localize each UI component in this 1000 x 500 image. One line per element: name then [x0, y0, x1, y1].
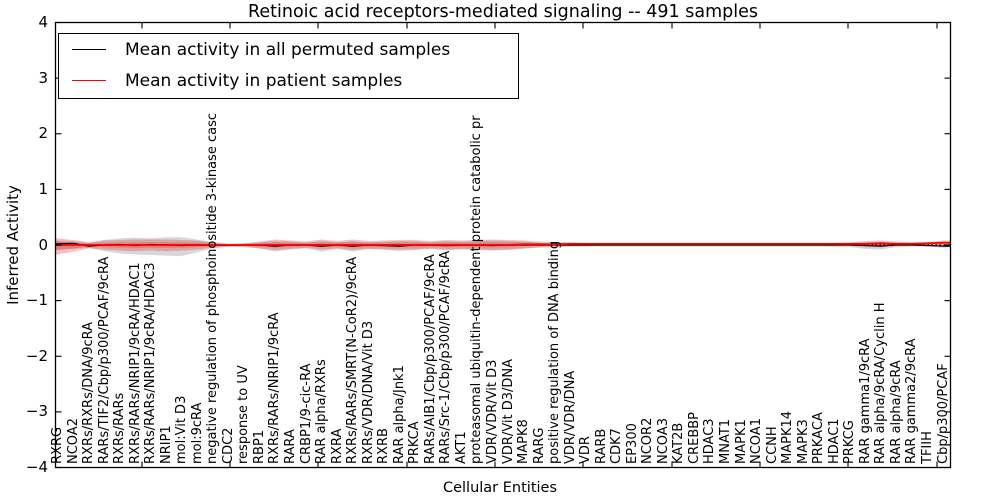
x-tick-label: CREBBP: [686, 412, 702, 464]
x-tick-label: RAR gamma2/9cRA: [904, 338, 920, 464]
patient-std-band: [55, 238, 951, 255]
x-tick-label: VDR/Vit D3/DNA: [500, 358, 516, 464]
x-tick-label: PRKCA: [407, 421, 423, 464]
x-tick-label: VDR: [578, 436, 594, 464]
y-tick-label: −4: [25, 458, 48, 476]
x-tick-label: mol:Vit D3: [174, 395, 190, 464]
patient-mean-line: [55, 241, 951, 246]
x-tick-label: RXRG: [50, 426, 65, 464]
x-tick-label: PRKACA: [811, 412, 827, 464]
x-tick-label: RXRs/RARs: [112, 392, 128, 464]
x-tick-label: MNAT1: [718, 418, 733, 464]
x-tick-label: RXRs/RARs/NRIP1/9cRA: [267, 312, 283, 464]
x-tick-label: RARA: [283, 429, 299, 464]
x-tick-label: MAPK1: [733, 419, 749, 464]
x-axis-label: Cellular Entities: [442, 480, 558, 496]
x-tick-label: EP300: [624, 423, 640, 464]
legend: Mean activity in all permuted samples Me…: [58, 33, 519, 99]
y-tick-label: −2: [25, 346, 48, 365]
x-tick-label: RAR alpha/Jnk1: [391, 365, 407, 464]
x-tick-label: mol:9cRA: [189, 402, 205, 464]
x-tick-label: CRBP1/9-cic-RA: [298, 363, 314, 464]
y-tick-label: 0: [38, 235, 48, 254]
x-tick-label: NCOA1: [749, 418, 765, 464]
x-tick-label: RXRs/RARs/SMRT(N-CoR2)/9cRA: [345, 256, 361, 464]
x-tick-label: NCOR2: [640, 417, 656, 464]
x-tick-label: PRKCG: [842, 420, 858, 464]
x-tick-label: CDK7: [609, 428, 625, 464]
x-tick-label: Cbp/p300/PCAF: [935, 363, 951, 464]
x-tick-label: NCOA3: [655, 418, 671, 464]
x-tick-label: RAR gamma1/9cRA: [857, 338, 873, 464]
x-tick-label: RXRs/RARs/NRIP1/9cRA/HDAC3: [143, 262, 159, 464]
chart-title: Retinoic acid receptors-mediated signali…: [248, 2, 758, 22]
x-tick-label: NRIP1: [158, 425, 174, 464]
x-tick-label: RXRs/RXRs/DNA/9cRA: [81, 321, 97, 464]
x-tick-label: CCNH: [764, 426, 780, 464]
x-tick-label: NCOA2: [65, 418, 81, 464]
legend-item-permuted: Mean activity in all permuted samples: [59, 34, 518, 65]
x-tick-label: MAPK8: [516, 419, 532, 464]
x-tick-label: MAPK3: [795, 419, 811, 464]
x-tick-label: RARG: [531, 427, 547, 464]
x-tick-label: RAR alpha/RXRs: [314, 359, 330, 464]
legend-label-patient: Mean activity in patient samples: [125, 70, 403, 91]
x-tick-label: VDR/VDR/Vit D3: [484, 359, 500, 464]
x-tick-label: RBP1: [251, 429, 267, 464]
x-tick-label: positive regulation of DNA binding: [547, 240, 563, 464]
permuted-std-band: [55, 237, 951, 257]
x-tick-label: RXRB: [376, 428, 392, 464]
y-tick-label: 3: [38, 68, 48, 87]
x-tick-label: KAT2B: [671, 422, 687, 464]
x-tick-label: RARB: [593, 428, 609, 464]
y-tick-label: 1: [38, 179, 48, 198]
x-tick-label: response to UV: [236, 365, 252, 464]
x-tick-label: RXRs/RARs/NRIP1/9cRA/HDAC1: [127, 262, 143, 464]
x-tick-label: TFIIH: [919, 431, 935, 464]
x-tick-label: CDC2: [220, 427, 236, 464]
x-tick-label: HDAC1: [826, 418, 842, 464]
x-tick-label: HDAC3: [702, 418, 718, 464]
patient-line-swatch: [72, 80, 106, 81]
x-tick-label: negative regulation of phosphoinositide …: [205, 113, 221, 464]
x-tick-label: proteasomal ubiquitin-dependent protein …: [469, 115, 485, 464]
y-tick-label: −3: [25, 402, 48, 421]
x-tick-label: RARs/AIB1/Cbp/p300/PCAF/9cRA: [422, 254, 438, 464]
x-tick-label: RAR alpha/9cRA: [888, 360, 904, 464]
permuted-line-swatch: [72, 49, 106, 50]
legend-item-patient: Mean activity in patient samples: [59, 65, 518, 96]
x-tick-label: VDR/VDR/DNA: [562, 370, 578, 464]
y-tick-label: 4: [38, 13, 48, 31]
x-tick-label: RXRA: [329, 428, 345, 464]
x-tick-label: RARs/Src-1/Cbp/p300/PCAF/9cRA: [438, 250, 454, 464]
x-tick-label: AKT1: [453, 431, 469, 464]
x-tick-label: RARs/TIF2/Cbp/p300/PCAF/9cRA: [96, 256, 112, 464]
x-tick-label: RXRs/VDR/DNA/Vit D3: [360, 320, 376, 464]
x-tick-label: RAR alpha/9cRA/Cyclin H: [873, 302, 889, 464]
legend-label-permuted: Mean activity in all permuted samples: [125, 39, 451, 60]
y-tick-label: 2: [38, 124, 48, 143]
x-tick-label: MAPK14: [780, 410, 796, 464]
y-tick-label: −1: [25, 291, 48, 310]
